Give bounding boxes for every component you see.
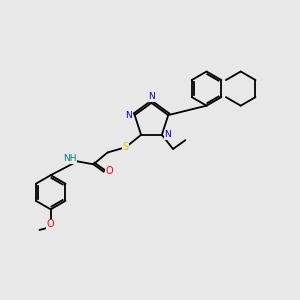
Text: O: O: [105, 166, 113, 176]
Text: NH: NH: [63, 154, 76, 164]
Text: S: S: [123, 142, 129, 152]
Text: N: N: [164, 130, 171, 139]
Text: O: O: [47, 219, 55, 229]
Text: N: N: [148, 92, 155, 101]
Text: N: N: [125, 111, 132, 120]
